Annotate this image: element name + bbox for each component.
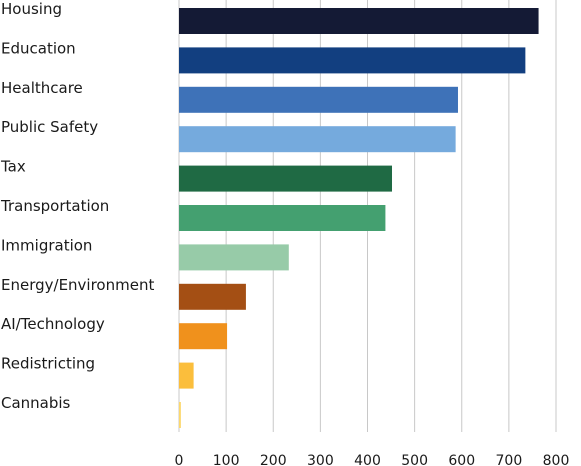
category-labels: Housing Education Healthcare Public Safety T… (0, 0, 154, 412)
bar-immigration (179, 244, 289, 271)
category-label-housing: Housing (1, 0, 62, 18)
category-label-transportation: Transportation (0, 197, 109, 215)
bar-transportation (179, 205, 386, 231)
x-tick-label-600: 600 (448, 453, 475, 466)
category-label-cannabis: Cannabis (1, 394, 71, 412)
bar-redistricting (179, 362, 194, 389)
bar-housing (179, 8, 539, 34)
category-label-immigration: Immigration (1, 236, 92, 254)
category-label-energy-environment: Energy/Environment (1, 276, 154, 294)
bar-public-safety (179, 126, 456, 153)
x-tick-label-300: 300 (307, 453, 334, 466)
bar-tax (179, 165, 393, 192)
category-label-healthcare: Healthcare (1, 79, 83, 97)
category-label-redistricting: Redistricting (1, 355, 95, 373)
x-tick-label-700: 700 (496, 453, 523, 466)
bar-healthcare (179, 86, 458, 113)
x-tick-label-200: 200 (260, 453, 287, 466)
bar-ai-technology (179, 323, 228, 350)
category-label-public-safety: Public Safety (1, 118, 98, 136)
bar-cannabis (179, 402, 181, 428)
x-tick-label-100: 100 (213, 453, 240, 466)
x-axis-tick-labels: 0 100 200 300 400 500 600 700 800 (175, 453, 570, 466)
category-label-ai-technology: AI/Technology (1, 315, 105, 333)
category-label-tax: Tax (0, 158, 26, 176)
x-tick-label-0: 0 (175, 453, 184, 466)
x-tick-label-500: 500 (401, 453, 428, 466)
category-label-education: Education (1, 39, 76, 57)
bars (179, 8, 539, 428)
x-tick-label-400: 400 (354, 453, 381, 466)
x-tick-label-800: 800 (543, 453, 570, 466)
bar-education (179, 47, 526, 74)
bar-energy-environment (179, 283, 246, 310)
